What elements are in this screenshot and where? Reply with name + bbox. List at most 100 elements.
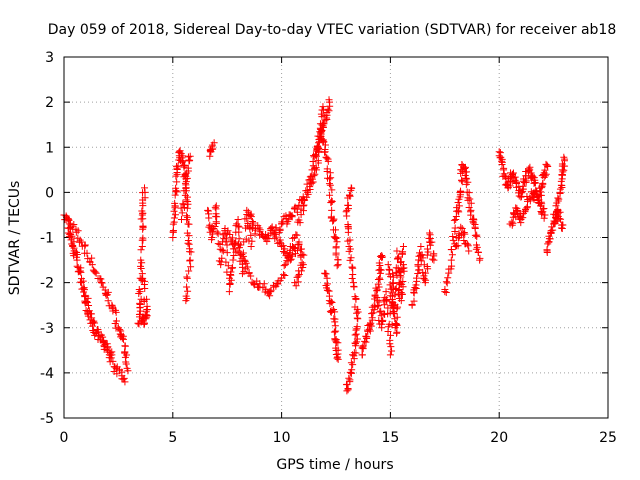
data-point <box>393 305 401 313</box>
data-point <box>99 333 107 341</box>
data-point <box>389 304 397 312</box>
data-point <box>79 277 87 285</box>
data-point <box>85 302 93 310</box>
data-point <box>180 161 188 169</box>
data-point <box>288 213 296 221</box>
data-point <box>182 297 190 305</box>
data-point <box>137 246 145 254</box>
data-point <box>184 239 192 247</box>
data-point <box>498 158 506 166</box>
y-tick-label: 2 <box>45 95 54 111</box>
data-point <box>394 303 402 311</box>
data-point <box>169 227 177 235</box>
data-points <box>60 96 569 395</box>
data-point <box>286 211 294 219</box>
data-point <box>230 239 238 247</box>
data-point <box>348 366 356 374</box>
data-point <box>104 343 112 351</box>
y-tick-label: 1 <box>45 140 54 156</box>
data-point <box>549 226 557 234</box>
data-point <box>412 281 420 289</box>
data-point <box>362 332 370 340</box>
data-point <box>417 257 425 265</box>
data-point <box>473 243 481 251</box>
data-point <box>285 251 293 259</box>
data-point <box>382 297 390 305</box>
data-point <box>376 261 384 269</box>
data-point <box>70 221 78 229</box>
data-point <box>467 199 475 207</box>
data-point <box>109 357 117 365</box>
data-point <box>413 274 421 282</box>
data-point <box>366 327 374 335</box>
data-point <box>381 310 389 318</box>
data-point <box>349 361 357 369</box>
data-point <box>392 264 400 272</box>
data-point <box>134 319 142 327</box>
data-point <box>423 245 431 253</box>
data-point <box>293 273 301 281</box>
data-point <box>358 351 366 359</box>
data-point <box>244 263 252 271</box>
data-point <box>238 270 246 278</box>
data-point <box>349 264 357 272</box>
data-point <box>292 282 300 290</box>
data-point <box>287 255 295 263</box>
data-point <box>448 262 456 270</box>
data-point <box>464 242 472 250</box>
data-point <box>137 256 145 264</box>
data-point <box>359 345 367 353</box>
data-point <box>378 252 386 260</box>
data-point <box>184 167 192 175</box>
x-tick-label: 10 <box>273 430 291 446</box>
data-point <box>389 309 397 317</box>
data-point <box>430 256 438 264</box>
data-point <box>173 178 181 186</box>
data-point <box>241 257 249 265</box>
data-point <box>295 240 303 248</box>
data-point <box>88 261 96 269</box>
data-point <box>419 254 427 262</box>
data-point <box>353 325 361 333</box>
data-point <box>98 279 106 287</box>
data-point <box>210 139 218 147</box>
data-point <box>410 289 418 297</box>
data-point <box>449 233 457 241</box>
data-point <box>292 231 300 239</box>
data-point <box>326 191 334 199</box>
data-point <box>447 246 455 254</box>
data-point <box>382 288 390 296</box>
data-point <box>81 286 89 294</box>
data-point <box>138 243 146 251</box>
data-point <box>393 313 401 321</box>
data-point <box>537 191 545 199</box>
data-point <box>176 147 184 155</box>
data-point <box>450 216 458 224</box>
data-point <box>332 249 340 257</box>
data-point <box>281 261 289 269</box>
data-point <box>227 268 235 276</box>
data-point <box>556 208 564 216</box>
data-point <box>172 184 180 192</box>
data-point <box>136 307 144 315</box>
data-point <box>517 193 525 201</box>
data-point <box>328 186 336 194</box>
data-point <box>463 168 471 176</box>
data-point <box>108 351 116 359</box>
data-point <box>111 319 119 327</box>
data-point <box>349 270 357 278</box>
data-point <box>471 231 479 239</box>
data-point <box>458 224 466 232</box>
data-point <box>73 256 81 264</box>
data-point <box>306 186 314 194</box>
data-point <box>171 199 179 207</box>
data-point <box>418 251 426 259</box>
data-point <box>320 138 328 146</box>
data-point <box>182 184 190 192</box>
data-point <box>323 280 331 288</box>
data-point <box>83 298 91 306</box>
y-tick-label: -4 <box>40 366 54 382</box>
data-point <box>76 267 84 275</box>
plot-frame <box>63 56 609 419</box>
data-point <box>399 243 407 251</box>
